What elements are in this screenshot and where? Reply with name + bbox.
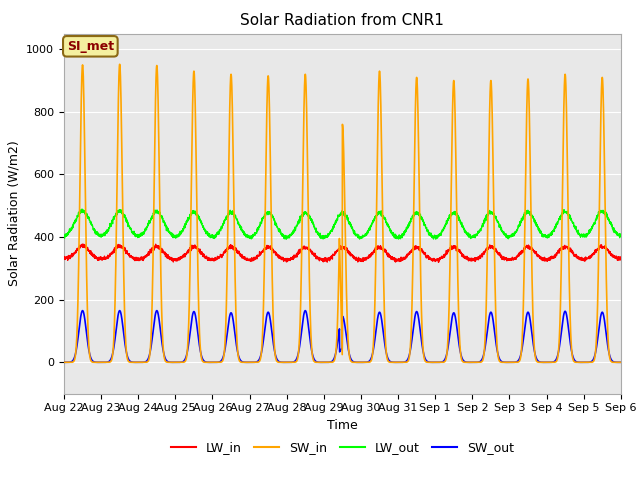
Y-axis label: Solar Radiation (W/m2): Solar Radiation (W/m2): [8, 141, 20, 287]
X-axis label: Time: Time: [327, 419, 358, 432]
Title: Solar Radiation from CNR1: Solar Radiation from CNR1: [241, 13, 444, 28]
Legend: LW_in, SW_in, LW_out, SW_out: LW_in, SW_in, LW_out, SW_out: [166, 436, 519, 459]
Text: SI_met: SI_met: [67, 40, 114, 53]
